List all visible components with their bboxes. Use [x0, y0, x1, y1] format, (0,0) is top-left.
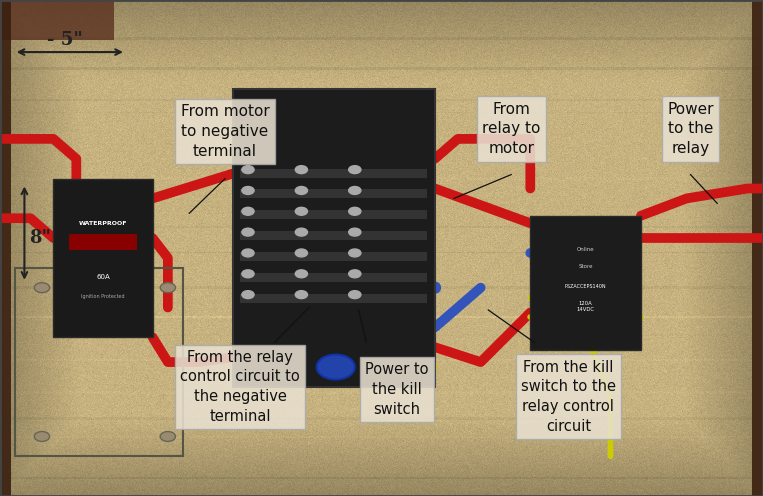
Bar: [240, 252, 427, 261]
Text: Ignition Protected: Ignition Protected: [81, 294, 125, 299]
Circle shape: [349, 207, 361, 215]
Bar: [240, 231, 427, 240]
Circle shape: [295, 270, 307, 278]
Circle shape: [295, 186, 307, 194]
Text: From motor
to negative
terminal: From motor to negative terminal: [181, 104, 269, 159]
Circle shape: [34, 283, 50, 293]
Circle shape: [242, 270, 254, 278]
Bar: [15, 268, 183, 456]
Bar: [240, 273, 427, 282]
Bar: [240, 169, 427, 178]
Bar: [53, 179, 153, 337]
Circle shape: [160, 432, 175, 441]
Circle shape: [295, 166, 307, 174]
Circle shape: [295, 228, 307, 236]
Bar: [0, 0, 114, 40]
Text: PSZACCEPS140N: PSZACCEPS140N: [565, 284, 607, 289]
Circle shape: [317, 355, 355, 379]
Circle shape: [295, 207, 307, 215]
Circle shape: [349, 291, 361, 299]
Text: Store: Store: [578, 264, 593, 269]
Circle shape: [349, 166, 361, 174]
Circle shape: [349, 249, 361, 257]
Circle shape: [295, 291, 307, 299]
Circle shape: [242, 228, 254, 236]
Circle shape: [295, 249, 307, 257]
Text: WATERPROOF: WATERPROOF: [79, 221, 127, 226]
Bar: [240, 294, 427, 303]
Text: 8": 8": [29, 229, 50, 247]
Text: 60A: 60A: [96, 274, 110, 280]
Circle shape: [242, 207, 254, 215]
Circle shape: [242, 166, 254, 174]
Bar: [752, 0, 763, 496]
Circle shape: [349, 186, 361, 194]
Bar: [233, 89, 435, 387]
Text: Online: Online: [577, 247, 594, 252]
Circle shape: [349, 228, 361, 236]
Text: Power to
the kill
switch: Power to the kill switch: [365, 362, 429, 417]
Text: Power
to the
relay: Power to the relay: [668, 102, 713, 156]
Bar: [69, 234, 137, 250]
Text: From
relay to
motor: From relay to motor: [482, 102, 540, 156]
Circle shape: [242, 249, 254, 257]
Text: 120A
14VDC: 120A 14VDC: [577, 302, 594, 312]
Circle shape: [349, 270, 361, 278]
Circle shape: [34, 432, 50, 441]
Text: - 5": - 5": [47, 31, 83, 49]
Circle shape: [160, 283, 175, 293]
Circle shape: [242, 186, 254, 194]
Bar: [0, 0, 11, 496]
Text: From the kill
switch to the
relay control
circuit: From the kill switch to the relay contro…: [521, 360, 616, 434]
Text: From the relay
control circuit to
the negative
terminal: From the relay control circuit to the ne…: [181, 350, 300, 424]
Circle shape: [242, 291, 254, 299]
Bar: [240, 189, 427, 198]
Bar: [240, 210, 427, 219]
Bar: [530, 216, 641, 350]
